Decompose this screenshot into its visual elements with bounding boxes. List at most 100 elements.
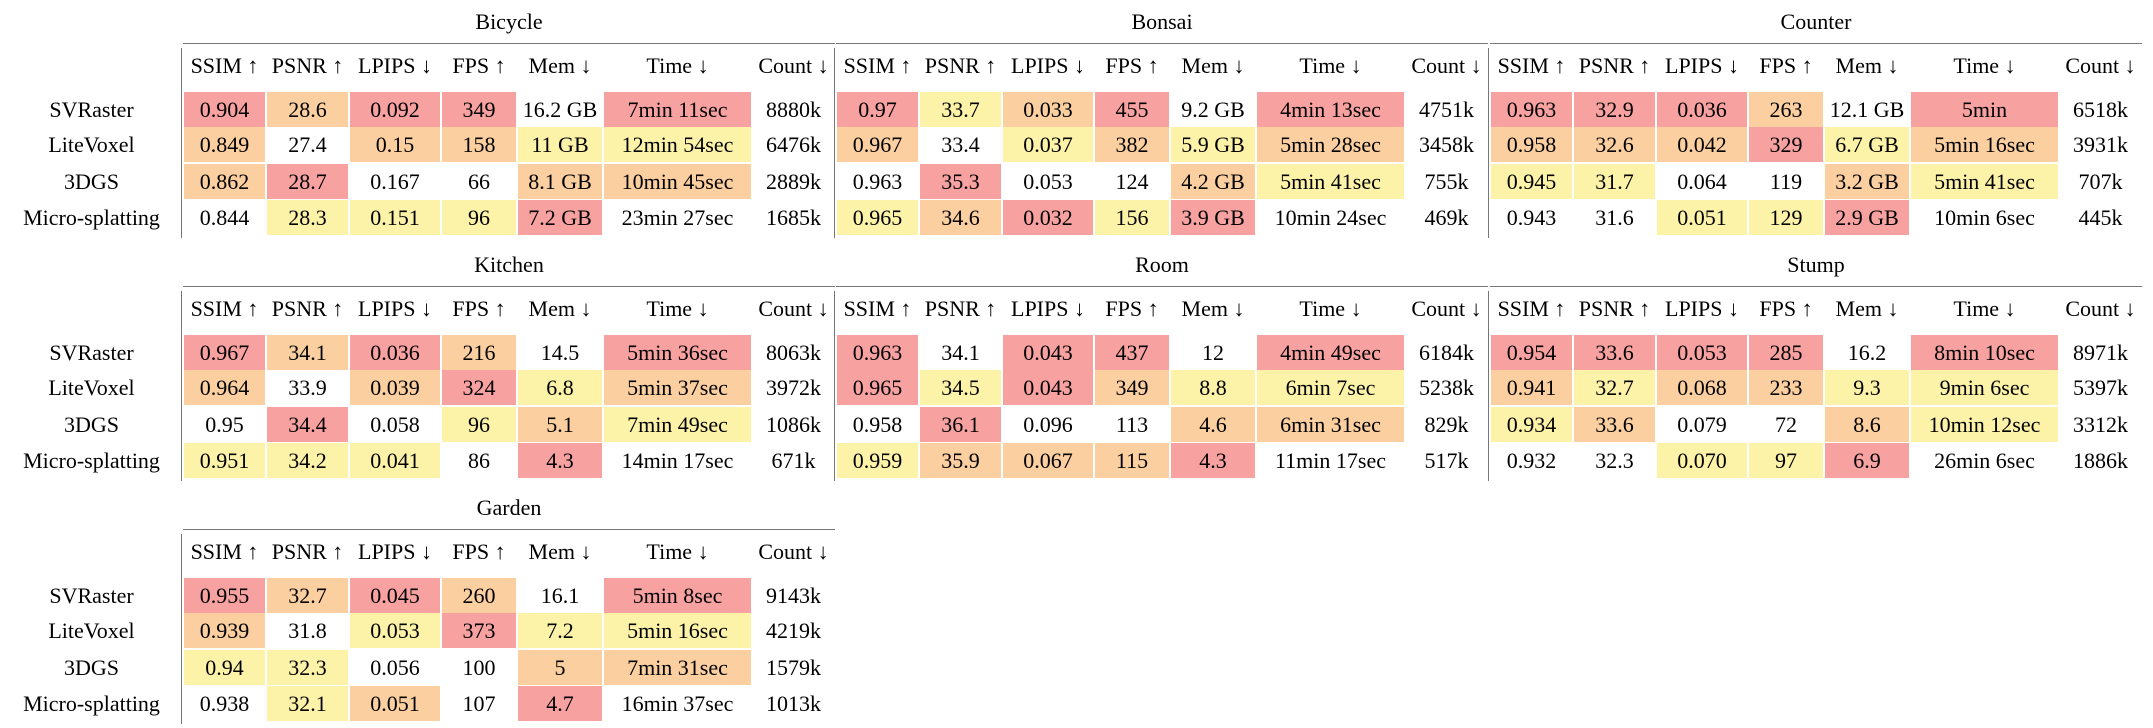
column-header: Count ↓ — [2065, 53, 2136, 78]
cell: 11 GB — [518, 127, 602, 162]
block-separator — [834, 48, 835, 238]
cell: 33.6 — [1574, 407, 1655, 442]
cell: 129 — [1749, 200, 1823, 235]
cell: 0.079 — [1677, 411, 1727, 437]
title-rule — [836, 286, 1488, 287]
cell: 72 — [1775, 411, 1797, 437]
cell: 671k — [771, 447, 816, 473]
cell: 0.955 — [184, 578, 265, 613]
block-separator — [834, 291, 835, 481]
cell: 9.2 GB — [1181, 96, 1245, 122]
cell: 32.9 — [1574, 92, 1655, 127]
cell: 28.7 — [267, 164, 348, 199]
cell: 5397k — [2073, 374, 2128, 400]
cell: 0.045 — [350, 578, 440, 613]
cell: 32.6 — [1574, 127, 1655, 162]
cell: 0.967 — [184, 335, 265, 370]
column-header: Mem ↓ — [1181, 296, 1245, 321]
method-label: Micro-splatting — [23, 690, 160, 716]
cell: 3.9 GB — [1171, 200, 1255, 235]
cell: 0.070 — [1657, 443, 1747, 478]
method-label: 3DGS — [63, 411, 119, 437]
cell: 8.8 — [1171, 370, 1255, 405]
cell: 16.2 GB — [522, 96, 598, 122]
cell: 36.1 — [920, 407, 1001, 442]
column-header: Count ↓ — [758, 539, 829, 564]
cell: 0.862 — [184, 164, 265, 199]
cell: 113 — [1115, 411, 1149, 437]
cell: 107 — [462, 690, 496, 716]
cell: 0.934 — [1491, 407, 1572, 442]
column-header: SSIM ↑ — [190, 53, 259, 78]
column-header: PSNR ↑ — [924, 53, 997, 78]
cell: 1579k — [766, 654, 821, 680]
cell: 5min 41sec — [1911, 164, 2058, 199]
cell: 0.938 — [199, 690, 250, 716]
cell: 32.3 — [1595, 447, 1634, 473]
column-header: LPIPS ↓ — [358, 296, 432, 321]
column-header: LPIPS ↓ — [1011, 53, 1085, 78]
cell: 0.036 — [1657, 92, 1747, 127]
cell: 10min 45sec — [604, 164, 751, 199]
column-header: LPIPS ↓ — [1665, 296, 1739, 321]
scene-title: Room — [1135, 252, 1189, 277]
cell: 0.033 — [1003, 92, 1093, 127]
method-label: SVRaster — [49, 339, 134, 365]
column-header: FPS ↑ — [1105, 53, 1159, 78]
cell: 33.9 — [288, 374, 327, 400]
cell: 33.7 — [920, 92, 1001, 127]
cell: 32.7 — [1574, 370, 1655, 405]
column-header: FPS ↑ — [1105, 296, 1159, 321]
cell: 0.965 — [837, 200, 918, 235]
cell: 100 — [462, 654, 496, 680]
cell: 8971k — [2073, 339, 2128, 365]
cell: 373 — [442, 613, 516, 648]
cell: 0.037 — [1003, 127, 1093, 162]
cell: 285 — [1749, 335, 1823, 370]
column-header: LPIPS ↓ — [358, 539, 432, 564]
cell: 34.1 — [941, 339, 980, 365]
scene-title: Bonsai — [1131, 9, 1193, 34]
cell: 32.3 — [267, 650, 348, 685]
cell: 0.058 — [370, 411, 420, 437]
cell: 4min 49sec — [1257, 335, 1404, 370]
cell: 5 — [518, 650, 602, 685]
cell: 124 — [1115, 168, 1149, 194]
cell: 96 — [442, 407, 516, 442]
cell: 31.7 — [1574, 164, 1655, 199]
title-rule — [183, 529, 835, 530]
cell: 233 — [1749, 370, 1823, 405]
scene-title: Garden — [476, 495, 542, 520]
column-header: FPS ↑ — [1759, 296, 1813, 321]
cell: 5.9 GB — [1171, 127, 1255, 162]
title-rule — [183, 286, 835, 287]
cell: 31.8 — [288, 617, 327, 643]
method-label: 3DGS — [63, 654, 119, 680]
cell: 6.9 — [1825, 443, 1909, 478]
column-header: Time ↓ — [646, 296, 709, 321]
cell: 4.7 — [518, 686, 602, 721]
cell: 0.053 — [1657, 335, 1747, 370]
column-header: Mem ↓ — [528, 53, 592, 78]
cell: 0.963 — [1491, 92, 1572, 127]
cell: 0.167 — [370, 168, 420, 194]
cell: 0.096 — [1023, 411, 1073, 437]
cell: 9min 6sec — [1911, 370, 2058, 405]
column-header: SSIM ↑ — [1497, 296, 1566, 321]
column-header: SSIM ↑ — [843, 53, 912, 78]
cell: 4219k — [766, 617, 821, 643]
cell: 8.1 GB — [518, 164, 602, 199]
cell: 4min 13sec — [1257, 92, 1404, 127]
cell: 6min 7sec — [1257, 370, 1404, 405]
block-separator — [181, 534, 182, 724]
cell: 5min 16sec — [604, 613, 751, 648]
cell: 5.1 — [518, 407, 602, 442]
cell: 7min 49sec — [604, 407, 751, 442]
cell: 0.041 — [350, 443, 440, 478]
block-separator — [181, 291, 182, 481]
column-header: Mem ↓ — [1835, 296, 1899, 321]
cell: 5min 41sec — [1257, 164, 1404, 199]
cell: 0.94 — [184, 650, 265, 685]
column-header: SSIM ↑ — [190, 539, 259, 564]
method-label: LiteVoxel — [48, 617, 135, 643]
